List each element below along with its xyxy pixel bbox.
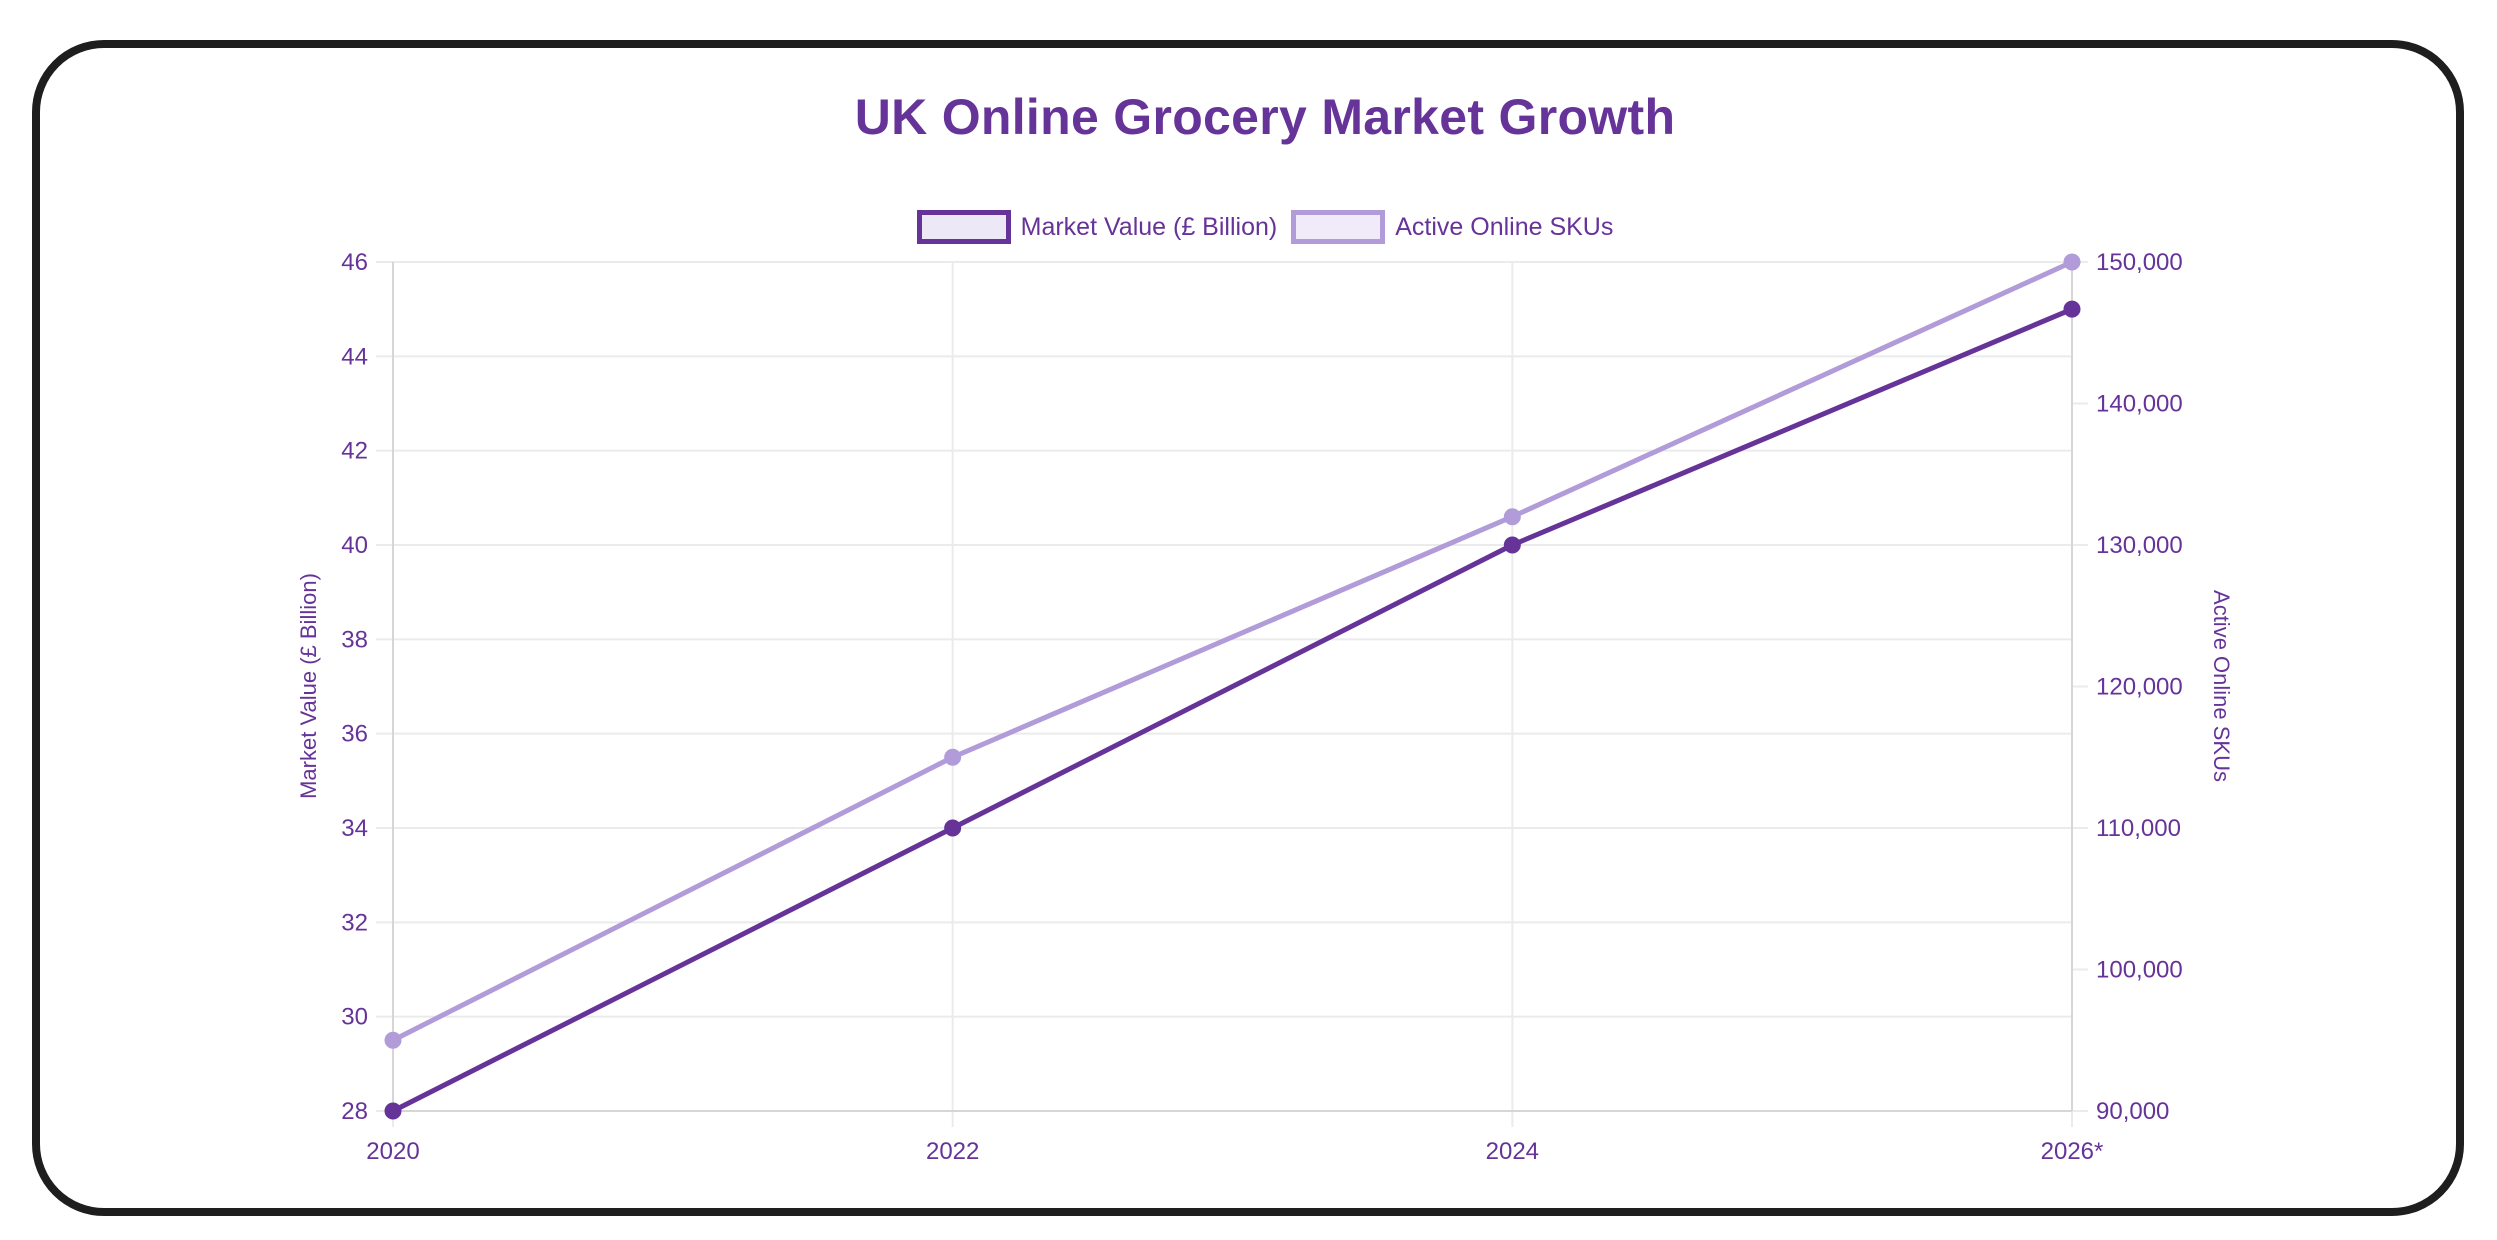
line-market-value	[390, 306, 2075, 1114]
left-tick-label: 38	[341, 626, 368, 653]
legend-item-active-skus[interactable]: Active Online SKUs	[1291, 210, 1613, 244]
right-tick-label: 110,000	[2096, 815, 2181, 842]
right-tick-label: 120,000	[2096, 674, 2183, 701]
left-tick-label: 28	[341, 1098, 368, 1125]
right-tick-label: 140,000	[2096, 391, 2183, 418]
chart-legend: Market Value (£ Billion) Active Online S…	[0, 210, 2497, 244]
right-tick-label: 90,000	[2096, 1098, 2169, 1125]
series-layer	[384, 253, 2081, 1120]
left-tick-label: 46	[341, 249, 368, 276]
right-tick-label: 150,000	[2096, 249, 2183, 276]
grid-lines	[376, 261, 2088, 1127]
legend-swatch-market-value	[916, 210, 1011, 244]
right-axis-title: Active Online SKUs	[2209, 590, 2234, 782]
legend-label-market-value: Market Value (£ Billion)	[1020, 212, 1278, 241]
left-axis-ticks: 28 30 32 34 36 38 40 42 44 46	[341, 249, 368, 1125]
legend-item-market-value[interactable]: Market Value (£ Billion)	[916, 210, 1278, 244]
chart-title: UK Online Grocery Market Growth	[854, 89, 1676, 145]
data-point-market-value	[944, 819, 962, 837]
left-tick-label: 36	[341, 721, 368, 748]
left-axis-title: Market Value (£ Billion)	[296, 573, 321, 799]
right-axis-ticks: 90,000 100,000 110,000 120,000 130,000 140,00…	[2096, 249, 2183, 1125]
data-point-market-value	[384, 1102, 402, 1120]
x-tick-label: 2020	[366, 1138, 419, 1165]
left-tick-label: 34	[341, 815, 368, 842]
right-tick-label: 130,000	[2096, 532, 2183, 559]
data-point-active-skus	[384, 1031, 402, 1049]
data-point-active-skus	[944, 748, 962, 766]
x-tick-label: 2022	[926, 1138, 979, 1165]
data-point-active-skus	[1503, 508, 1521, 526]
left-tick-label: 30	[341, 1004, 368, 1031]
data-point-market-value	[1503, 536, 1521, 554]
left-tick-label: 32	[341, 909, 368, 936]
x-tick-label: 2024	[1486, 1138, 1539, 1165]
data-point-market-value	[2063, 300, 2081, 318]
right-tick-label: 100,000	[2096, 957, 2183, 984]
legend-swatch-active-skus	[1291, 210, 1386, 244]
left-tick-label: 44	[341, 343, 368, 370]
x-tick-label: 2026*	[2041, 1138, 2104, 1165]
line-active-skus	[390, 259, 2075, 1043]
legend-label-active-skus: Active Online SKUs	[1395, 212, 1614, 241]
left-tick-label: 42	[341, 438, 368, 465]
left-tick-label: 40	[341, 532, 368, 559]
x-axis-ticks: 2020 2022 2024 2026*	[366, 1138, 2103, 1165]
data-point-active-skus	[2063, 253, 2081, 271]
axes	[392, 262, 2073, 1112]
